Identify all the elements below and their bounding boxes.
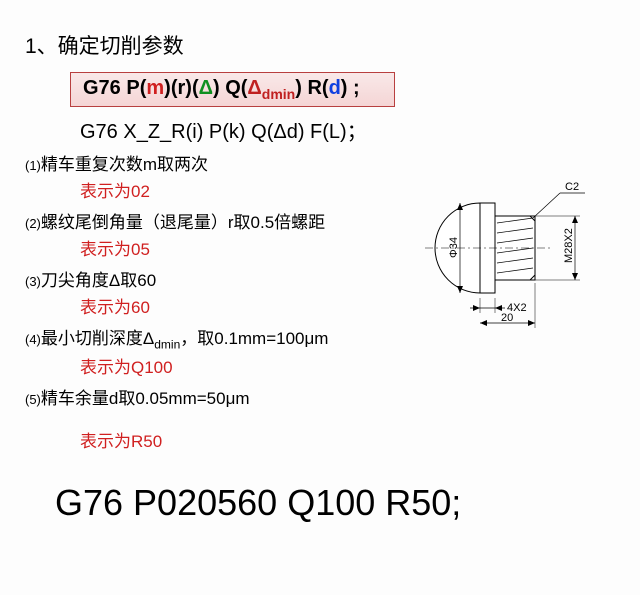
arrow — [528, 320, 535, 326]
f1-m: m — [146, 77, 164, 99]
f1-t4: ) R( — [295, 77, 328, 99]
formula-1: G76 P(m)(r)(Δ) Q(Δdmin) R(d) ; — [70, 72, 395, 107]
arrow — [572, 273, 578, 280]
item-5-num: (5) — [25, 392, 41, 407]
f1-t3: ) Q( — [213, 77, 247, 99]
item-5-red: 表示为R50 — [80, 427, 615, 452]
item-4-post: ，取0.1mm=100μm — [180, 329, 328, 348]
f1-t2: )( — [185, 77, 198, 99]
item-5-text: 精车余量d取0.05mm=50μm — [41, 389, 250, 408]
f1-dmin-sub: dmin — [262, 86, 295, 102]
item-4-red: 表示为Q100 — [80, 353, 615, 378]
f1-prefix: G76 P( — [83, 77, 146, 99]
item-4-num: (4) — [25, 332, 41, 347]
arrow — [572, 216, 578, 223]
item-4-pre: 最小切削深度Δ — [41, 329, 154, 348]
f1-dmin-delta: Δ — [247, 77, 261, 99]
f1-d: d — [329, 77, 341, 99]
item-1-text: 精车重复次数m取两次 — [41, 155, 208, 174]
label-d34: Φ34 — [448, 237, 460, 258]
dim-leader — [533, 193, 560, 218]
item-4-sub: dmin — [154, 337, 180, 351]
arrow — [480, 320, 487, 326]
formula-2: G76 X_Z_R(i) P(k) Q(Δd) F(L)； — [80, 115, 615, 144]
item-2-text: 螺纹尾倒角量（退尾量）r取0.5倍螺距 — [41, 213, 325, 232]
item-3-text: 刀尖角度Δ取60 — [41, 271, 156, 290]
result-code: G76 P020560 Q100 R50; — [55, 482, 615, 524]
arrow — [495, 305, 502, 311]
item-3-num: (3) — [25, 274, 41, 289]
f1-suffix: ) ; — [341, 77, 360, 99]
item-1-num: (1) — [25, 158, 41, 173]
label-m28: M28X2 — [563, 228, 575, 263]
f1-t1: )( — [164, 77, 177, 99]
arrow — [473, 305, 480, 311]
f1-delta: Δ — [199, 77, 213, 99]
label-20: 20 — [501, 312, 513, 324]
section-title: 1、确定切削参数 — [25, 30, 615, 60]
item-2-num: (2) — [25, 216, 41, 231]
label-c2: C2 — [565, 181, 579, 193]
item-5: (5)精车余量d取0.05mm=50μm — [25, 384, 615, 409]
part-diagram: C2 Φ34 M28X2 4X2 20 — [425, 148, 625, 348]
